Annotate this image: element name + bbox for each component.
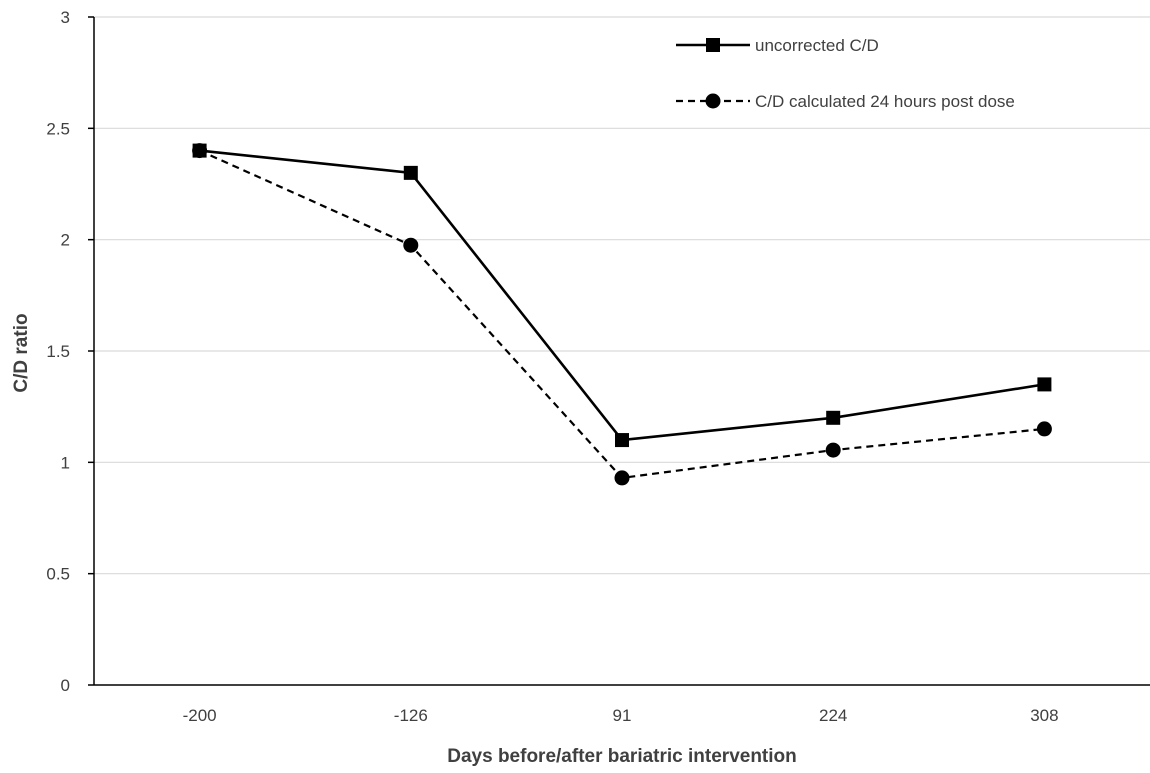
legend-marker	[705, 93, 721, 109]
legend-marker	[706, 38, 720, 52]
series-line	[199, 149, 1045, 480]
y-tick-label: 2	[61, 231, 70, 250]
x-tick-label: -126	[394, 706, 428, 725]
y-tick-label: 2.5	[46, 119, 70, 138]
y-tick-label: 0.5	[46, 565, 70, 584]
x-tick-label: -200	[183, 706, 217, 725]
series-uncorrected	[192, 143, 1052, 448]
data-point	[1037, 377, 1052, 392]
data-point	[825, 442, 841, 458]
legend: uncorrected C/D C/D calculated 24 hours p…	[676, 36, 1015, 111]
data-point	[403, 237, 419, 253]
legend-label: C/D calculated 24 hours post dose	[755, 92, 1015, 111]
x-tick-label: 91	[613, 706, 632, 725]
y-tick-label: 1	[61, 453, 70, 472]
data-point	[615, 433, 629, 448]
legend-label: uncorrected C/D	[755, 36, 879, 55]
y-tick-label: 1.5	[46, 342, 70, 361]
legend-item: uncorrected C/D	[676, 36, 879, 55]
data-point	[192, 143, 207, 158]
gridlines	[94, 16, 1150, 575]
data-point	[403, 165, 418, 180]
x-tick-labels: -200 -126 91 224 308	[183, 706, 1059, 725]
x-tick-label: 224	[819, 706, 847, 725]
data-point	[614, 470, 630, 486]
y-tick-labels: 0 0.5 1 1.5 2 2.5 3	[46, 8, 70, 695]
y-tick-label: 0	[61, 676, 70, 695]
y-tick-label: 3	[61, 8, 70, 27]
x-axis-title: Days before/after bariatric intervention	[447, 746, 797, 767]
series-line	[199, 149, 1045, 442]
data-point	[1036, 421, 1052, 437]
legend-item: C/D calculated 24 hours post dose	[676, 92, 1015, 111]
y-axis-title: C/D ratio	[11, 313, 32, 392]
data-point	[826, 410, 841, 425]
series	[192, 143, 1052, 486]
x-tick-label: 308	[1030, 706, 1058, 725]
axes	[88, 16, 1150, 686]
